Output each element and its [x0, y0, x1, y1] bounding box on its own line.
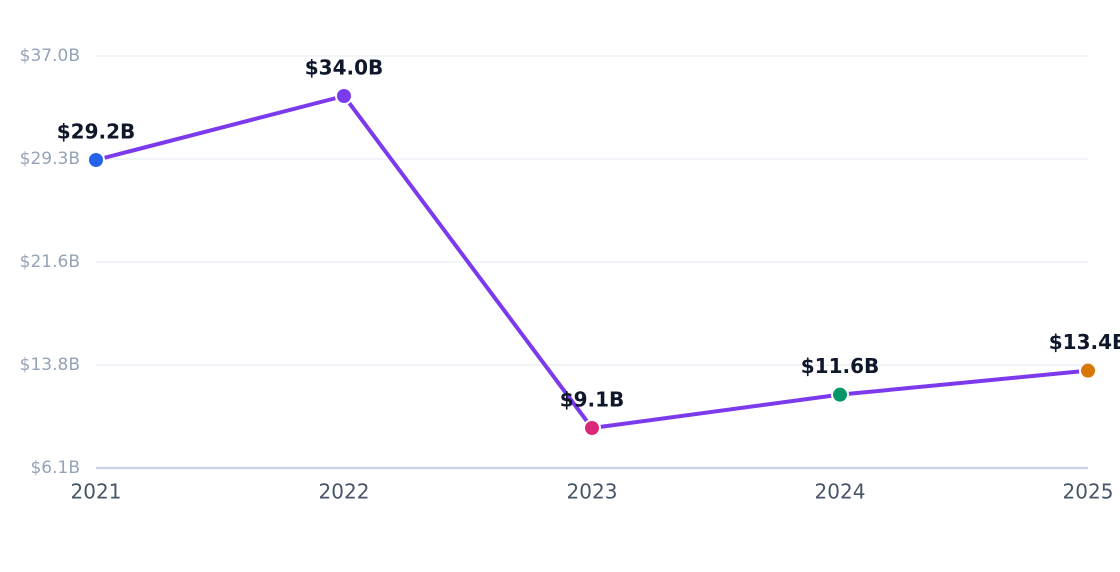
- x-tick-label: 2025: [1063, 480, 1114, 504]
- x-tick-label: 2022: [319, 480, 370, 504]
- y-tick-label: $29.3B: [20, 149, 80, 169]
- point: [87, 151, 105, 169]
- x-tick-label: 2024: [815, 480, 866, 504]
- x-tick-label: 2023: [567, 480, 618, 504]
- value-label: $34.0B: [305, 56, 384, 80]
- value-label: $13.4B: [1049, 330, 1120, 354]
- value-label: $9.1B: [560, 388, 625, 412]
- y-tick-label: $13.8B: [20, 355, 80, 375]
- value-label: $11.6B: [801, 354, 880, 378]
- y-tick-label: $6.1B: [30, 458, 80, 478]
- point: [831, 385, 849, 404]
- y-tick-label: $37.0B: [20, 46, 80, 66]
- point: [335, 87, 353, 105]
- x-tick-label: 2021: [71, 480, 122, 504]
- value-label: $29.2B: [57, 120, 136, 144]
- point: [583, 419, 601, 437]
- y-tick-label: $21.6B: [20, 252, 80, 272]
- point: [1079, 361, 1097, 380]
